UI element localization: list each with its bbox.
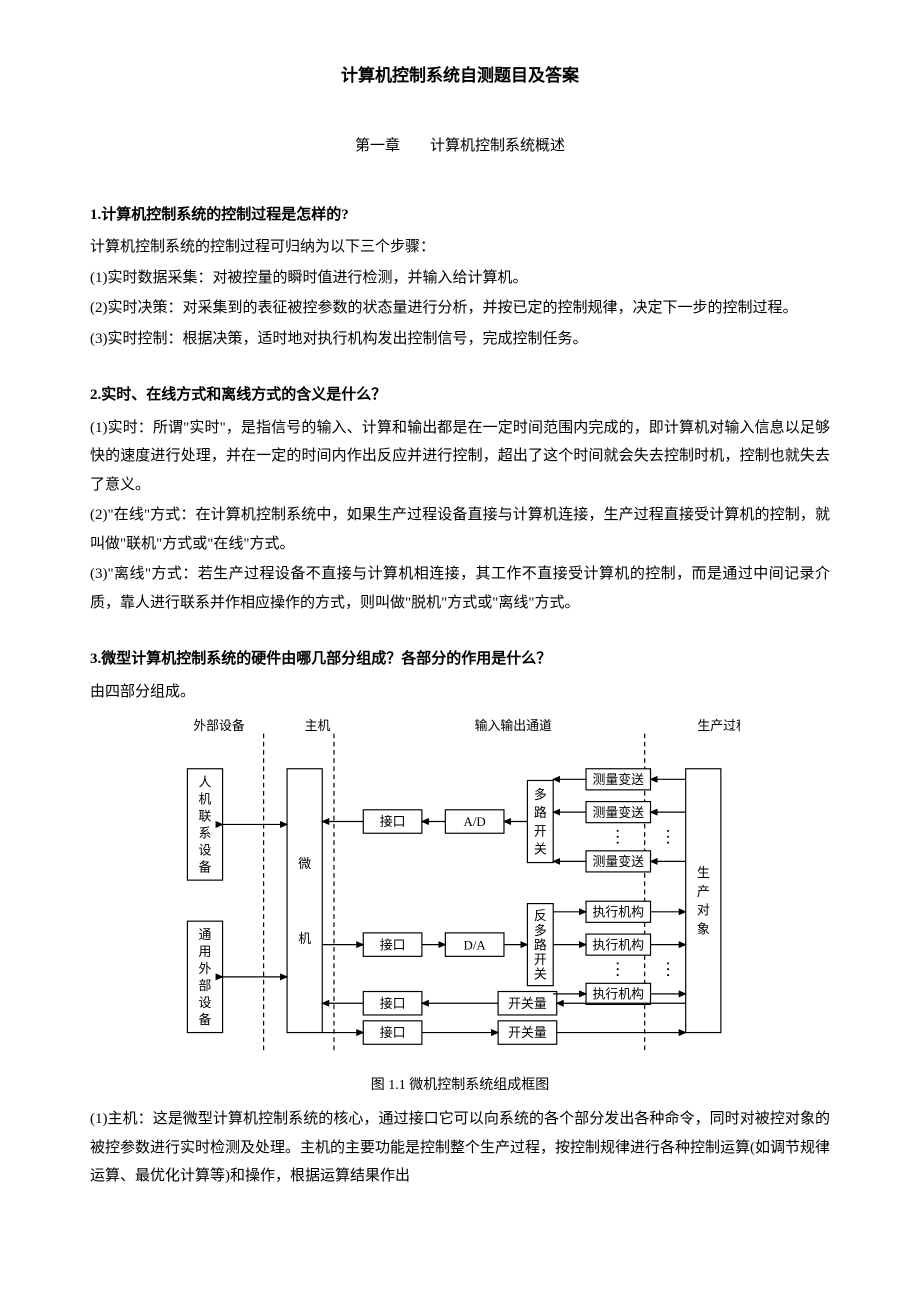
svg-text:测量变送: 测量变送 (593, 772, 645, 787)
svg-text:开关量: 开关量 (508, 1027, 547, 1041)
svg-text:设: 设 (199, 844, 212, 858)
svg-text:执行机构: 执行机构 (593, 988, 645, 1002)
svg-text:设: 设 (199, 996, 212, 1010)
q2-line: (2)"在线"方式：在计算机控制系统中，如果生产过程设备直接与计算机连接，生产过… (90, 501, 830, 558)
svg-text:外部设备: 外部设备 (193, 719, 245, 733)
q2-heading: 2.实时、在线方式和离线方式的含义是什么？ (90, 381, 830, 410)
svg-text:路: 路 (534, 805, 547, 820)
figure-caption: 图 1.1 微机控制系统组成框图 (180, 1073, 740, 1100)
svg-text:生: 生 (697, 867, 710, 881)
svg-text:执行机构: 执行机构 (593, 906, 645, 920)
svg-text:D/A: D/A (464, 939, 487, 953)
svg-text:外: 外 (199, 962, 212, 976)
svg-text:多: 多 (534, 924, 547, 938)
svg-text:A/D: A/D (464, 816, 486, 830)
svg-text:机: 机 (199, 793, 212, 807)
svg-text:用: 用 (199, 945, 212, 959)
svg-text:人: 人 (199, 776, 212, 790)
svg-text:系: 系 (199, 827, 212, 841)
svg-text:接口: 接口 (380, 996, 406, 1011)
svg-text:测量变送: 测量变送 (593, 854, 645, 869)
svg-text:产: 产 (697, 885, 710, 899)
q1-line: (3)实时控制：根据决策，适时地对执行机构发出控制信号，完成控制任务。 (90, 325, 830, 354)
q2-line: (3)"离线"方式：若生产过程设备不直接与计算机相连接，其工作不直接受计算机的控… (90, 560, 830, 617)
svg-text:输入输出通道: 输入输出通道 (475, 718, 552, 733)
chapter-title: 第一章 计算机控制系统概述 (90, 132, 830, 161)
svg-text:接口: 接口 (380, 938, 406, 953)
svg-text:执行机构: 执行机构 (593, 939, 645, 953)
svg-text:关: 关 (534, 843, 547, 857)
svg-text:路: 路 (534, 938, 547, 953)
q1-line: (2)实时决策：对采集到的表征被控参数的状态量进行分析，并按已定的控制规律，决定… (90, 294, 830, 323)
svg-text:备: 备 (199, 1013, 212, 1027)
svg-text:微: 微 (298, 857, 311, 871)
svg-text:测量变送: 测量变送 (593, 805, 645, 820)
q3-line: 由四部分组成。 (90, 678, 830, 707)
svg-text:部: 部 (199, 979, 212, 993)
q1-heading: 1.计算机控制系统的控制过程是怎样的? (90, 201, 830, 230)
svg-text:反: 反 (534, 910, 547, 924)
svg-text:主机: 主机 (305, 719, 331, 733)
q1-line: 计算机控制系统的控制过程可归纳为以下三个步骤： (90, 233, 830, 262)
svg-text:接口: 接口 (380, 815, 406, 830)
svg-text:关: 关 (534, 968, 547, 982)
svg-text:开关量: 开关量 (508, 997, 547, 1011)
svg-text:机: 机 (298, 932, 311, 946)
q3-line: (1)主机：这是微型计算机控制系统的核心，通过接口它可以向系统的各个部分发出各种… (90, 1105, 830, 1191)
block-diagram: 外部设备主机输入输出通道生产过程装置人机联系设备通用外部设备微 机接口A/D多路… (180, 716, 740, 1056)
q3-heading: 3.微型计算机控制系统的硬件由哪几部分组成？各部分的作用是什么？ (90, 645, 830, 674)
q2-line: (1)实时：所谓"实时"，是指信号的输入、计算和输出都是在一定时间范围内完成的，… (90, 414, 830, 500)
svg-text:多: 多 (534, 788, 547, 802)
svg-text:生产过程装置: 生产过程装置 (697, 719, 740, 733)
q1-line: (1)实时数据采集：对被控量的瞬时值进行检测，并输入给计算机。 (90, 264, 830, 293)
svg-text:开: 开 (534, 825, 547, 839)
svg-text:通: 通 (199, 928, 212, 942)
svg-text:对: 对 (697, 904, 710, 918)
figure-1-1: 外部设备主机输入输出通道生产过程装置人机联系设备通用外部设备微 机接口A/D多路… (180, 716, 740, 1099)
svg-text:联: 联 (199, 810, 212, 824)
svg-text:备: 备 (199, 861, 212, 875)
svg-text:接口: 接口 (380, 1026, 406, 1041)
svg-text:开: 开 (534, 953, 547, 967)
svg-text:象: 象 (697, 923, 710, 937)
doc-title: 计算机控制系统自测题目及答案 (90, 60, 830, 92)
